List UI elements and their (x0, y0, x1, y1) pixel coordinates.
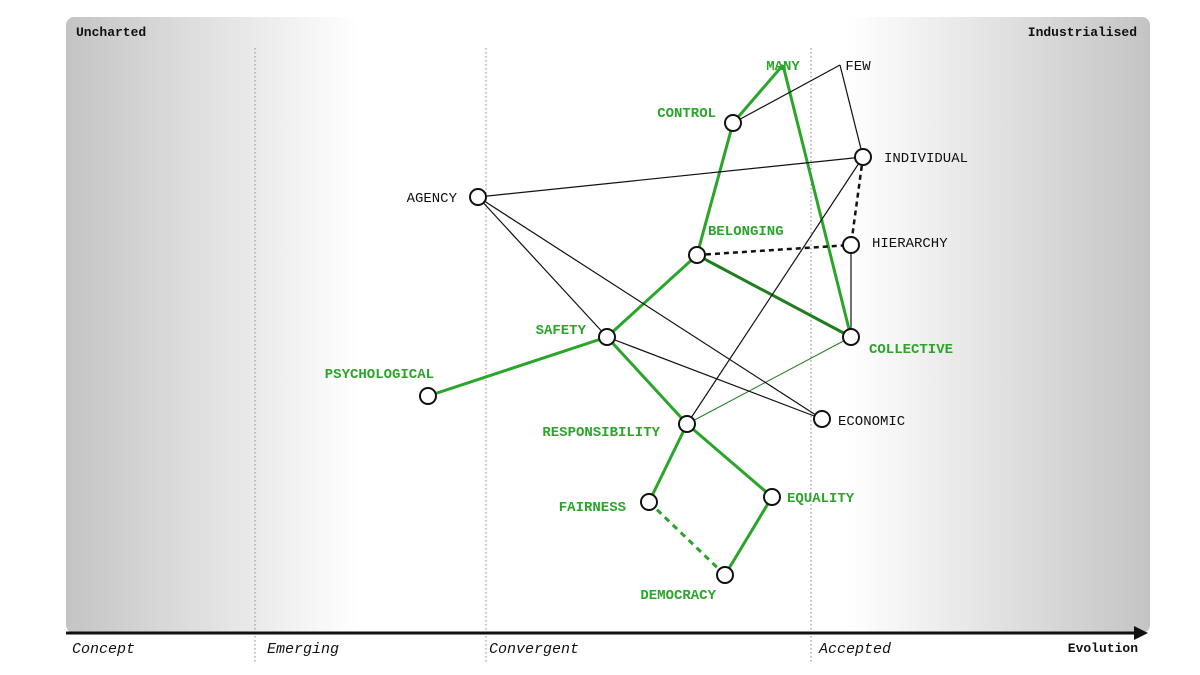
link-belonging-collective (696, 253, 852, 339)
link-agency-individual (477, 156, 864, 198)
link-responsibility-collective (686, 336, 852, 425)
industrialised-label: Industrialised (1028, 25, 1137, 40)
link-many-control (731, 64, 785, 124)
node-label-equality: EQUALITY (787, 491, 855, 507)
link-responsibility-fairness (647, 423, 689, 503)
stage-label-emerging: Emerging (267, 641, 339, 658)
node-fairness[interactable] (640, 493, 658, 511)
node-individual[interactable] (854, 148, 872, 166)
nodes-layer: MANY FEW CONTROL INDIVIDUAL AGENCY BELONGING H… (325, 59, 968, 604)
link-many-collective (781, 64, 853, 338)
link-agency-safety (477, 196, 608, 338)
node-agency[interactable] (469, 188, 487, 206)
node-control[interactable] (724, 114, 742, 132)
node-label-agency: AGENCY (407, 191, 458, 207)
evolution-axis-arrowhead (1134, 626, 1148, 640)
node-label-few: FEW (845, 59, 871, 75)
link-safety-responsibility (605, 335, 689, 426)
node-label-control: CONTROL (657, 106, 716, 122)
link-individual-responsibility (686, 156, 864, 425)
map-panel (66, 17, 1150, 633)
node-label-hierarchy: HIERARCHY (872, 236, 948, 252)
node-economic[interactable] (813, 410, 831, 428)
link-safety-economic (606, 336, 823, 420)
link-safety-psychological (427, 335, 608, 398)
node-safety[interactable] (598, 328, 616, 346)
stage-label-accepted: Accepted (818, 641, 891, 658)
stage-label-concept: Concept (72, 641, 135, 658)
evolution-label: Evolution (1068, 641, 1138, 656)
node-hierarchy[interactable] (842, 236, 860, 254)
node-democracy[interactable] (716, 566, 734, 584)
node-collective[interactable] (842, 328, 860, 346)
link-individual-hierarchy (849, 156, 865, 246)
uncharted-label: Uncharted (76, 25, 146, 40)
link-few-individual (839, 64, 864, 158)
node-label-individual: INDIVIDUAL (884, 151, 968, 167)
link-responsibility-equality (686, 422, 773, 499)
node-label-collective: COLLECTIVE (869, 342, 953, 358)
link-few-control (732, 64, 841, 124)
link-equality-democracy (723, 496, 774, 576)
node-label-belonging: BELONGING (708, 224, 784, 240)
link-belonging-hierarchy (696, 243, 852, 257)
node-equality[interactable] (763, 488, 781, 506)
node-belonging[interactable] (688, 246, 706, 264)
node-label-responsibility: RESPONSIBILITY (542, 425, 660, 441)
node-psychological[interactable] (419, 387, 437, 405)
node-label-fairness: FAIRNESS (559, 500, 626, 516)
node-label-safety: SAFETY (536, 323, 587, 339)
link-agency-economic (477, 196, 823, 420)
node-label-economic: ECONOMIC (838, 414, 905, 430)
link-control-belonging (695, 122, 735, 256)
node-label-psychological: PSYCHOLOGICAL (325, 367, 434, 383)
node-label-democracy: DEMOCRACY (640, 588, 716, 604)
node-label-many: MANY (766, 59, 800, 75)
link-belonging-safety (605, 253, 699, 339)
links-layer (427, 64, 865, 577)
node-responsibility[interactable] (678, 415, 696, 433)
stage-label-convergent: Convergent (489, 641, 579, 658)
